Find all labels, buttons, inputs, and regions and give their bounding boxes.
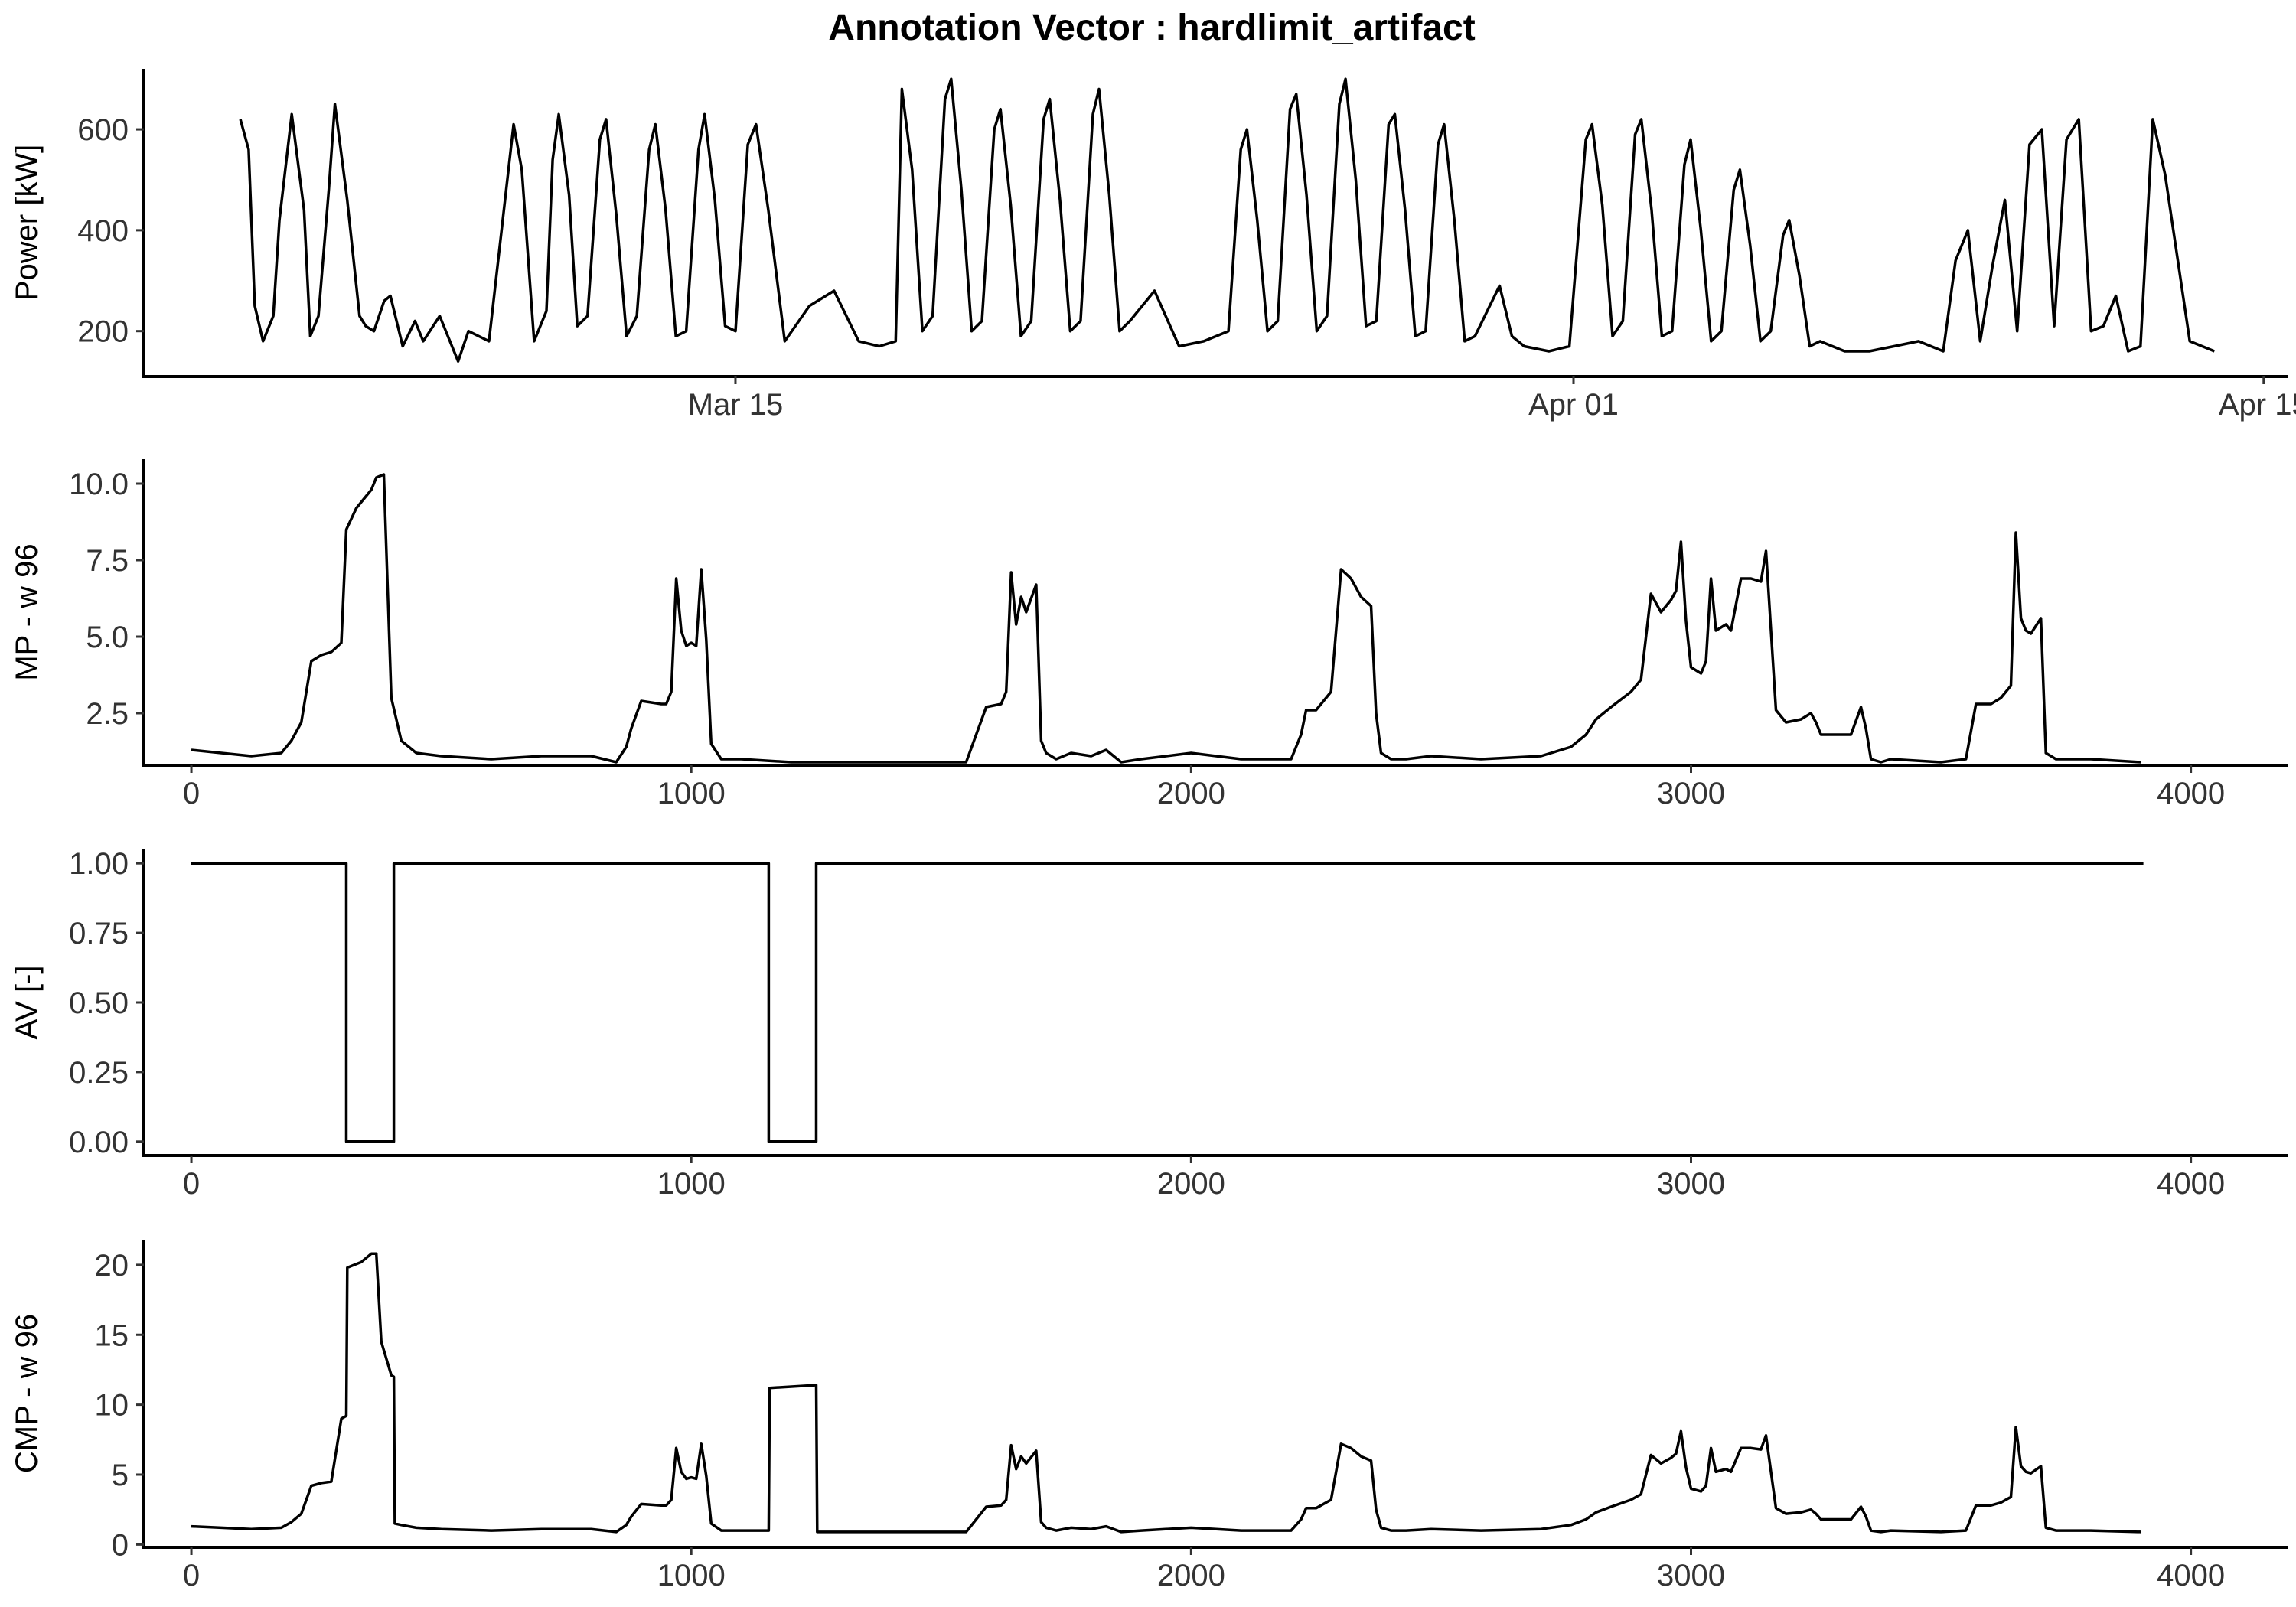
panel-av: AV [-] 0.00 0.25 0.50 0.75 1.00 0 1000 2000 3000 4…	[10, 847, 2288, 1201]
cmp-x-tick-label: 3000	[1657, 1559, 1725, 1592]
av-y-tick-label: 0.25	[69, 1056, 129, 1090]
av-x-tick-label: 1000	[657, 1167, 726, 1201]
cmp-y-tick-label: 20	[95, 1249, 129, 1283]
av-x-tick-label: 0	[183, 1167, 200, 1201]
mp-x-tick-label: 0	[183, 777, 200, 810]
power-x-tick-label: Apr 15	[2219, 388, 2296, 422]
cmp-y-tick-label: 0	[112, 1528, 129, 1562]
chart-title: Annotation Vector : hardlimit_artifact	[828, 8, 1475, 48]
av-y-tick-label: 0.00	[69, 1126, 129, 1159]
cmp-y-axis-label: CMP - w 96	[10, 1314, 44, 1473]
cmp-x-tick-label: 4000	[2157, 1559, 2225, 1592]
mp-y-axis-label: MP - w 96	[10, 543, 44, 680]
cmp-x-tick-label: 1000	[657, 1559, 726, 1592]
power-series-line	[239, 77, 2216, 363]
power-y-tick-label: 400	[77, 214, 129, 248]
mp-y-tick-label: 7.5	[86, 544, 129, 578]
mp-y-tick-label: 5.0	[86, 621, 129, 654]
mp-x-tick-label: 1000	[657, 777, 726, 810]
power-y-tick-label: 200	[77, 315, 129, 349]
mp-x-tick-label: 3000	[1657, 777, 1725, 810]
mp-series-line	[191, 473, 2141, 764]
mp-y-tick-label: 10.0	[69, 468, 129, 501]
panel-power: Power [kW] 200 400 600 Mar 15 Apr 01 Apr 15	[10, 69, 2296, 422]
mp-x-tick-label: 4000	[2157, 777, 2225, 810]
av-y-tick-label: 1.00	[69, 847, 129, 881]
power-y-tick-label: 600	[77, 113, 129, 147]
cmp-y-tick-label: 10	[95, 1389, 129, 1423]
cmp-x-tick-label: 2000	[1157, 1559, 1225, 1592]
av-y-tick-label: 0.75	[69, 917, 129, 950]
av-x-tick-label: 3000	[1657, 1167, 1725, 1201]
av-x-tick-label: 4000	[2157, 1167, 2225, 1201]
cmp-y-tick-label: 5	[112, 1459, 129, 1492]
cmp-y-tick-label: 15	[95, 1319, 129, 1352]
av-y-axis-label: AV [-]	[10, 965, 44, 1039]
mp-y-tick-label: 2.5	[86, 697, 129, 731]
av-y-tick-label: 0.50	[69, 986, 129, 1020]
power-x-tick-label: Mar 15	[688, 388, 784, 422]
cmp-x-tick-label: 0	[183, 1559, 200, 1592]
panel-cmp: CMP - w 96 0 5 10 15 20 0 1000 2000 3000 4000	[10, 1240, 2288, 1592]
mp-x-tick-label: 2000	[1157, 777, 1225, 810]
av-x-tick-label: 2000	[1157, 1167, 1225, 1201]
cmp-series-line	[191, 1252, 2141, 1534]
panel-mp: MP - w 96 2.5 5.0 7.5 10.0 0 1000 2000 3000 4000	[10, 459, 2288, 810]
power-y-axis-label: Power [kW]	[10, 145, 44, 301]
av-series-line	[191, 862, 2144, 1143]
power-x-tick-label: Apr 01	[1528, 388, 1619, 422]
